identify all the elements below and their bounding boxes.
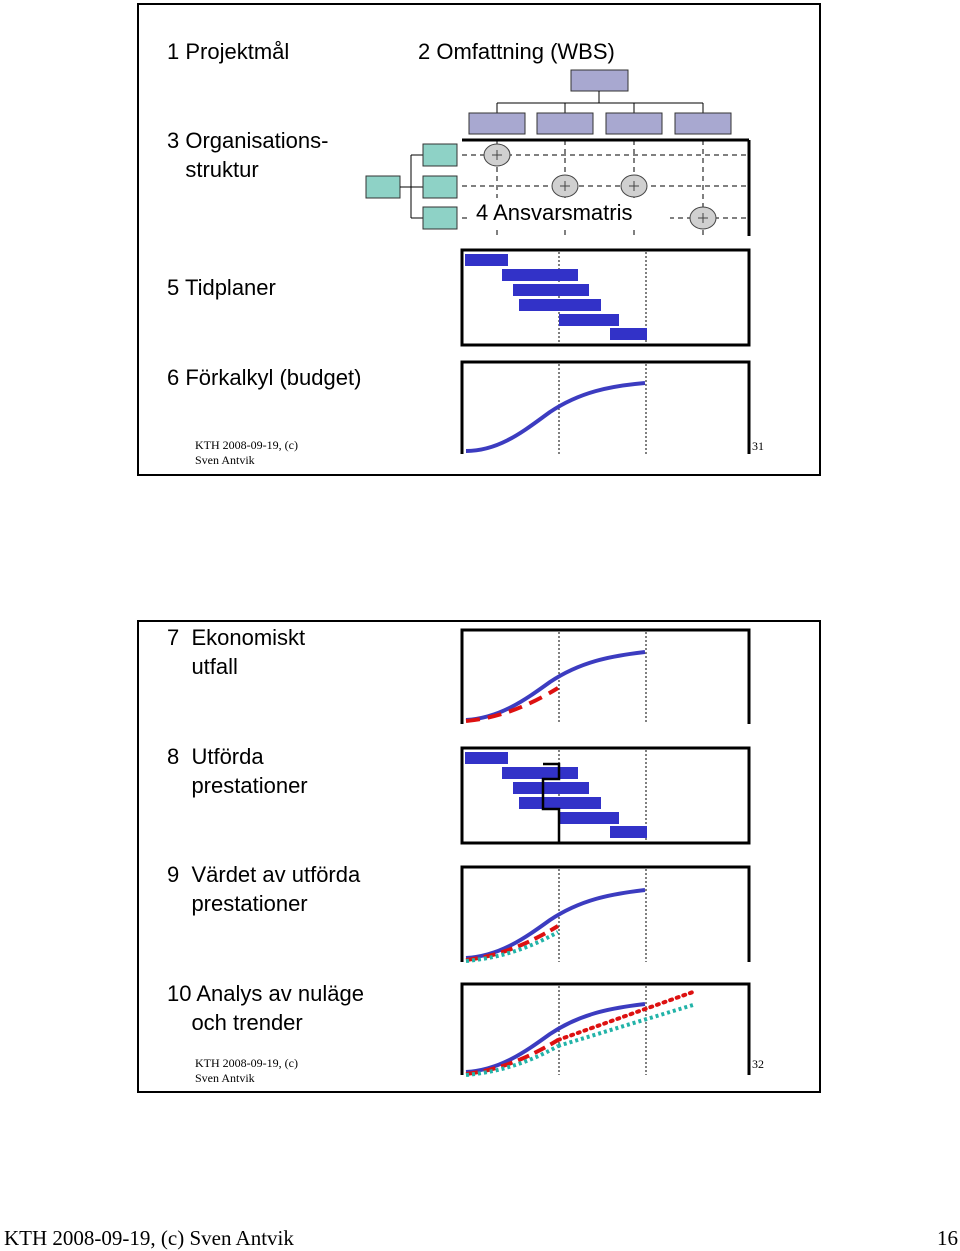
item-schedules: 5 Tidplaner: [167, 275, 276, 300]
item-project-goals: 1 Projektmål: [167, 39, 290, 64]
item-budget: 6 Förkalkyl (budget): [167, 365, 362, 390]
slide-31: [137, 3, 821, 476]
slide2-footer: KTH 2008-09-19, (c) Sven Antvik: [195, 1056, 298, 1085]
economic-outcome-chart: [460, 628, 751, 724]
performed-work-gantt: [460, 746, 751, 845]
slide1-footer: KTH 2008-09-19, (c) Sven Antvik: [195, 438, 298, 467]
analysis-trend-chart: [460, 982, 751, 1077]
org-structure-diagram: [365, 143, 458, 230]
item-analysis-trends: 10 Analys av nuläge och trender: [167, 981, 364, 1035]
item-responsibility-matrix: 4 Ansvarsmatris: [476, 198, 633, 227]
page-number: 16: [937, 1226, 958, 1250]
item-scope-wbs: 2 Omfattning (WBS): [418, 39, 615, 64]
item-performed-work: 8 Utförda prestationer: [167, 744, 308, 798]
item-economic-outcome: 7 Ekonomiskt utfall: [167, 625, 306, 679]
budget-curve: [460, 360, 751, 454]
slide1-page-number: 31: [752, 439, 764, 453]
earned-value-chart: [460, 865, 751, 963]
wbs-tree-diagram: [468, 69, 732, 135]
item-org-structure: 3 Organisations- struktur: [167, 128, 329, 182]
page-footer-text: KTH 2008-09-19, (c) Sven Antvik: [4, 1226, 294, 1250]
slide2-page-number: 32: [752, 1057, 764, 1071]
item-earned-value: 9 Värdet av utförda prestationer: [167, 862, 361, 916]
gantt-schedule: [460, 248, 751, 347]
slide-32: [137, 620, 821, 1093]
